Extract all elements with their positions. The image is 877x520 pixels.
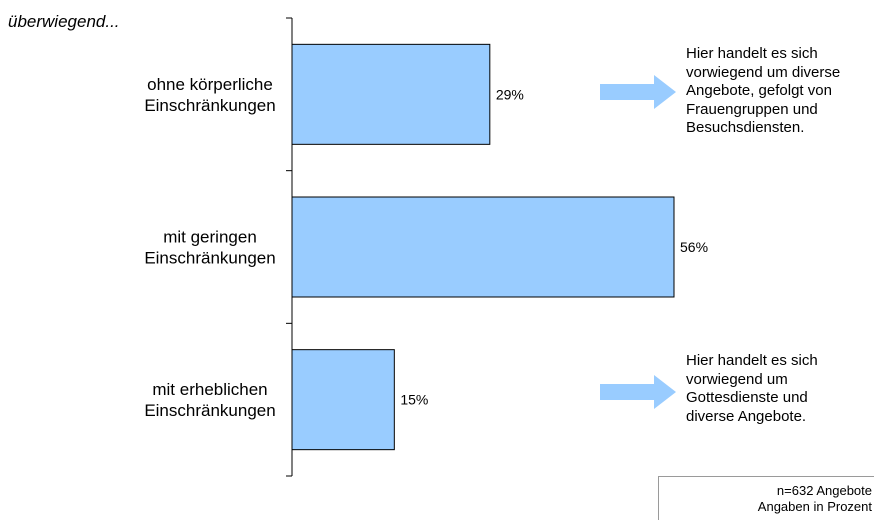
note-line: Gottesdienste und bbox=[686, 389, 808, 406]
unit-label: Angaben in Prozent bbox=[757, 499, 872, 514]
note-line: Besuchsdiensten. bbox=[686, 119, 805, 136]
bar bbox=[291, 349, 395, 451]
category-label: ohne körperliche bbox=[147, 75, 273, 94]
note-line: Hier handelt es sich bbox=[686, 352, 818, 369]
bar-value-label: 15% bbox=[400, 392, 428, 408]
note-line: vorwiegend um bbox=[686, 370, 788, 388]
category-label: mit geringen bbox=[163, 228, 257, 247]
note-line: Angebote, gefolgt von bbox=[686, 82, 832, 99]
note-line: Hier handelt es sich bbox=[686, 45, 818, 62]
right-arrow-icon bbox=[600, 75, 676, 109]
note-line: Frauengruppen und bbox=[686, 100, 818, 118]
annotation-note-2: Hier handelt es sich vorwiegend um Gotte… bbox=[686, 352, 876, 426]
category-label: Einschränkungen bbox=[144, 249, 275, 268]
annotation-note-1: Hier handelt es sich vorwiegend um diver… bbox=[686, 45, 876, 138]
bar bbox=[291, 196, 675, 298]
bar bbox=[291, 43, 491, 145]
sample-size-label: n=632 Angebote bbox=[776, 483, 872, 498]
category-label: Einschränkungen bbox=[144, 96, 275, 115]
right-arrow-icon bbox=[600, 375, 676, 409]
chart-subtitle: überwiegend... bbox=[8, 12, 120, 31]
footnote-box: n=632 Angebote Angaben in Prozent bbox=[658, 476, 874, 520]
category-label: mit erheblichen bbox=[152, 380, 267, 399]
note-line: vorwiegend um diverse bbox=[686, 63, 841, 81]
note-line: diverse Angebote. bbox=[686, 407, 807, 425]
bar-value-label: 56% bbox=[680, 239, 708, 255]
category-label: Einschränkungen bbox=[144, 401, 275, 420]
bar-value-label: 29% bbox=[496, 86, 524, 102]
